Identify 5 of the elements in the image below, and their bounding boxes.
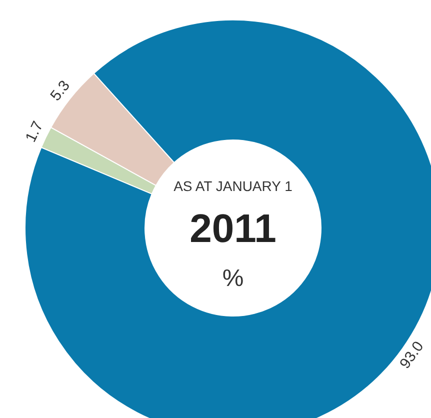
text: %: [222, 265, 244, 292]
text: 2011: [190, 207, 276, 251]
data-label: 5.3: [47, 77, 74, 104]
data-label: 1.7: [22, 118, 47, 145]
text: AS AT JANUARY 1: [174, 178, 293, 194]
